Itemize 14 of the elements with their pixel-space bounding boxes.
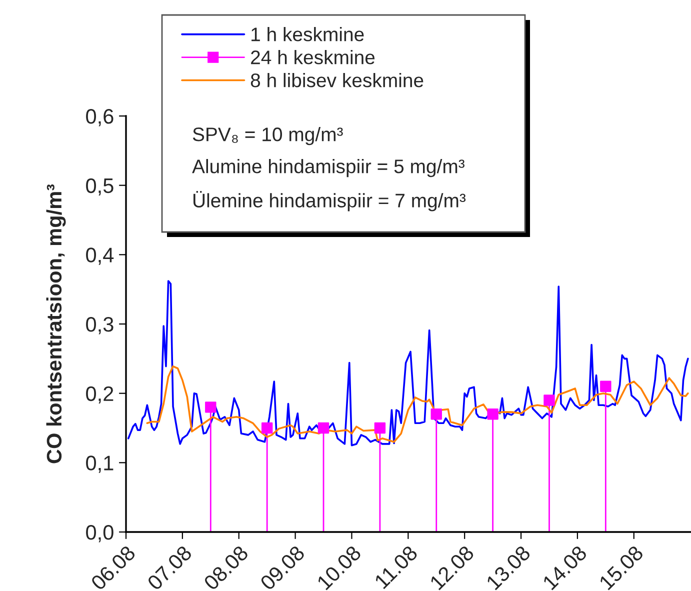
legend-label: 8 h libisev keskmine (250, 72, 424, 88)
legend-label: 1 h keskmine (252, 27, 364, 42)
y-tick-label: 0,4 (86, 248, 114, 265)
y-tick-label: 0,2 (86, 386, 114, 404)
annotation: Alumine hindamispiir = 5 mg/m³ (192, 159, 464, 178)
y-tick-label: 0,6 (86, 109, 114, 126)
annotation: SPV₈ = 10 mg/m³ (192, 127, 343, 146)
annotation: Ülemine hindamispiir = 7 mg/m³ (194, 191, 466, 212)
y-tick-label: 0,3 (86, 317, 114, 334)
y-axis-title: CO kontsentratsioon, mg/m³ (46, 184, 66, 464)
y-tick-label: 0,5 (86, 178, 114, 196)
y-tick-label: 0,0 (86, 525, 114, 542)
legend-label: 24 h keskmine (251, 50, 375, 64)
y-tick-label: 0,1 (86, 456, 114, 473)
